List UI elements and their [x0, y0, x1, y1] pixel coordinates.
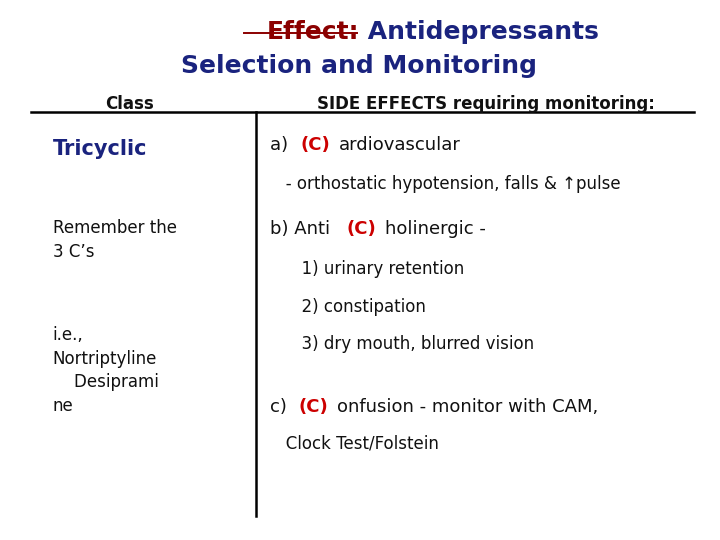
Text: c): c)	[270, 399, 292, 416]
Text: - orthostatic hypotension, falls & ↑pulse: - orthostatic hypotension, falls & ↑puls…	[270, 175, 621, 193]
Text: 2) constipation: 2) constipation	[270, 298, 426, 316]
Text: holinergic -: holinergic -	[384, 220, 485, 238]
Text: 1) urinary retention: 1) urinary retention	[270, 260, 464, 279]
Text: Remember the
3 C’s: Remember the 3 C’s	[53, 219, 176, 261]
Text: ardiovascular: ardiovascular	[338, 137, 460, 154]
Text: Effect:: Effect:	[266, 20, 359, 44]
Text: b) Anti: b) Anti	[270, 220, 330, 238]
Text: 3) dry mouth, blurred vision: 3) dry mouth, blurred vision	[270, 335, 534, 353]
Text: Tricyclic: Tricyclic	[53, 139, 147, 159]
Text: i.e.,
Nortriptyline
    Desiprami
ne: i.e., Nortriptyline Desiprami ne	[53, 326, 158, 415]
Text: Selection and Monitoring: Selection and Monitoring	[181, 53, 537, 78]
Text: a): a)	[270, 137, 294, 154]
Text: Antidepressants: Antidepressants	[359, 20, 599, 44]
Text: Class: Class	[105, 94, 153, 113]
Text: (C): (C)	[300, 137, 330, 154]
Text: Clock Test/Folstein: Clock Test/Folstein	[270, 434, 439, 452]
Text: SIDE EFFECTS requiring monitoring:: SIDE EFFECTS requiring monitoring:	[317, 94, 654, 113]
Text: (C): (C)	[299, 399, 328, 416]
Text: (C): (C)	[347, 220, 377, 238]
Text: onfusion - monitor with CAM,: onfusion - monitor with CAM,	[337, 399, 598, 416]
